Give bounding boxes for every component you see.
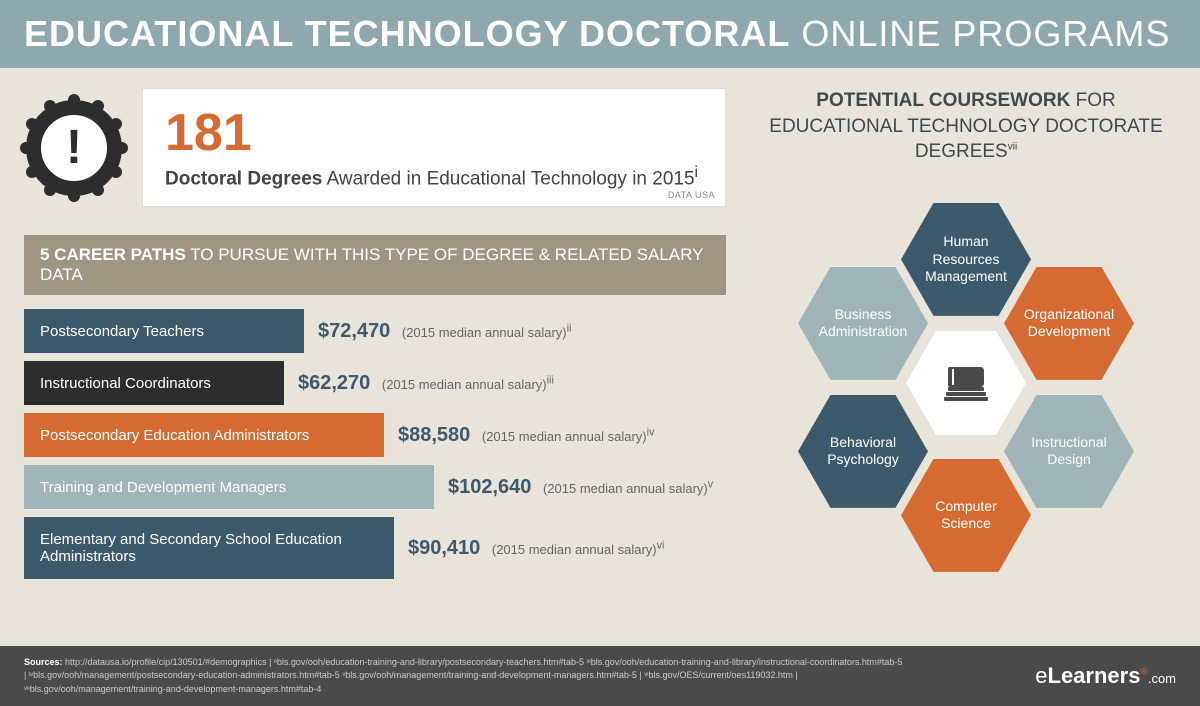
career-bar: Instructional Coordinators bbox=[24, 361, 284, 405]
stat-desc-strong: Doctoral Degrees bbox=[165, 168, 322, 189]
career-note: (2015 median annual salary)ii bbox=[402, 325, 572, 340]
stat-desc: Doctoral Degrees Awarded in Educational … bbox=[165, 163, 698, 192]
coursework-hex: Human Resources Management bbox=[901, 203, 1031, 316]
career-salary: $62,270 bbox=[298, 372, 376, 394]
career-salary: $72,470 bbox=[318, 320, 396, 342]
infographic-page: EDUCATIONAL TECHNOLOGY DOCTORAL ONLINE P… bbox=[0, 0, 1200, 706]
logo-reg: ® bbox=[1140, 666, 1147, 677]
coursework-hex: Instructional Design bbox=[1004, 395, 1134, 508]
career-row: Elementary and Secondary School Educatio… bbox=[24, 517, 726, 579]
careers-list: Postsecondary Teachers $72,470 (2015 medi… bbox=[24, 309, 726, 579]
career-row: Training and Development Managers $102,64… bbox=[24, 465, 726, 509]
footer-logo: eLearners®.com bbox=[1035, 663, 1176, 689]
career-note: (2015 median annual salary)v bbox=[543, 481, 713, 496]
coursework-hex: Business Administration bbox=[798, 267, 928, 380]
footer: Sources: http://datausa.io/profile/cip/1… bbox=[0, 646, 1200, 706]
hex-grid: Human Resources ManagementBusiness Admin… bbox=[766, 183, 1166, 583]
stat-desc-rest: Awarded in Educational Technology in 201… bbox=[322, 168, 694, 189]
coursework-hex: Computer Science bbox=[901, 459, 1031, 572]
career-bar: Postsecondary Teachers bbox=[24, 309, 304, 353]
career-note: (2015 median annual salary)iii bbox=[382, 377, 554, 392]
career-salary: $90,410 bbox=[408, 537, 486, 559]
right-column: POTENTIAL COURSEWORK FOR EDUCATIONAL TEC… bbox=[756, 88, 1176, 587]
stat-ref: i bbox=[695, 164, 699, 181]
career-salary: $88,580 bbox=[398, 424, 476, 446]
left-column: ! 181 Doctoral Degrees Awarded in Educat… bbox=[24, 88, 726, 587]
title-light: ONLINE PROGRAMS bbox=[790, 13, 1170, 54]
coursework-title: POTENTIAL COURSEWORK FOR EDUCATIONAL TEC… bbox=[756, 88, 1176, 165]
career-bar: Training and Development Managers bbox=[24, 465, 434, 509]
career-row: Instructional Coordinators $62,270 (2015 … bbox=[24, 361, 726, 405]
title-bold: EDUCATIONAL TECHNOLOGY DOCTORAL bbox=[24, 13, 790, 54]
careers-header-bold: 5 CAREER PATHS bbox=[40, 245, 186, 264]
coursework-title-bold: POTENTIAL COURSEWORK bbox=[816, 90, 1070, 111]
career-bar: Postsecondary Education Administrators bbox=[24, 413, 384, 457]
stat-source: DATA USA bbox=[668, 190, 715, 200]
sources-text: http://datausa.io/profile/cip/130501/#de… bbox=[24, 657, 902, 694]
coursework-hex: Organizational Development bbox=[1004, 267, 1134, 380]
title-bar: EDUCATIONAL TECHNOLOGY DOCTORAL ONLINE P… bbox=[0, 0, 1200, 68]
career-salary: $102,640 bbox=[448, 476, 537, 498]
page-title: EDUCATIONAL TECHNOLOGY DOCTORAL ONLINE P… bbox=[24, 13, 1170, 55]
logo-dotcom: .com bbox=[1148, 671, 1176, 686]
stat-text-box: 181 Doctoral Degrees Awarded in Educatio… bbox=[142, 88, 726, 207]
logo-e: e bbox=[1035, 663, 1047, 688]
career-note: (2015 median annual salary)iv bbox=[482, 429, 655, 444]
logo-learners: Learners bbox=[1048, 663, 1141, 688]
hex-center bbox=[906, 331, 1026, 435]
book-icon bbox=[942, 363, 990, 403]
footer-sources: Sources: http://datausa.io/profile/cip/1… bbox=[24, 656, 904, 697]
career-row: Postsecondary Education Administrators $8… bbox=[24, 413, 726, 457]
coursework-ref: vii bbox=[1008, 142, 1017, 153]
career-row: Postsecondary Teachers $72,470 (2015 medi… bbox=[24, 309, 726, 353]
main-content: ! 181 Doctoral Degrees Awarded in Educat… bbox=[0, 68, 1200, 587]
exclaim-icon: ! bbox=[38, 112, 110, 184]
stat-number: 181 bbox=[165, 103, 252, 163]
exclaim-badge: ! bbox=[24, 98, 124, 198]
sources-label: Sources: bbox=[24, 657, 63, 667]
career-bar: Elementary and Secondary School Educatio… bbox=[24, 517, 394, 579]
stat-card: ! 181 Doctoral Degrees Awarded in Educat… bbox=[24, 88, 726, 207]
careers-header: 5 CAREER PATHS TO PURSUE WITH THIS TYPE … bbox=[24, 235, 726, 295]
coursework-hex: Behavioral Psychology bbox=[798, 395, 928, 508]
career-note: (2015 median annual salary)vi bbox=[492, 542, 665, 557]
